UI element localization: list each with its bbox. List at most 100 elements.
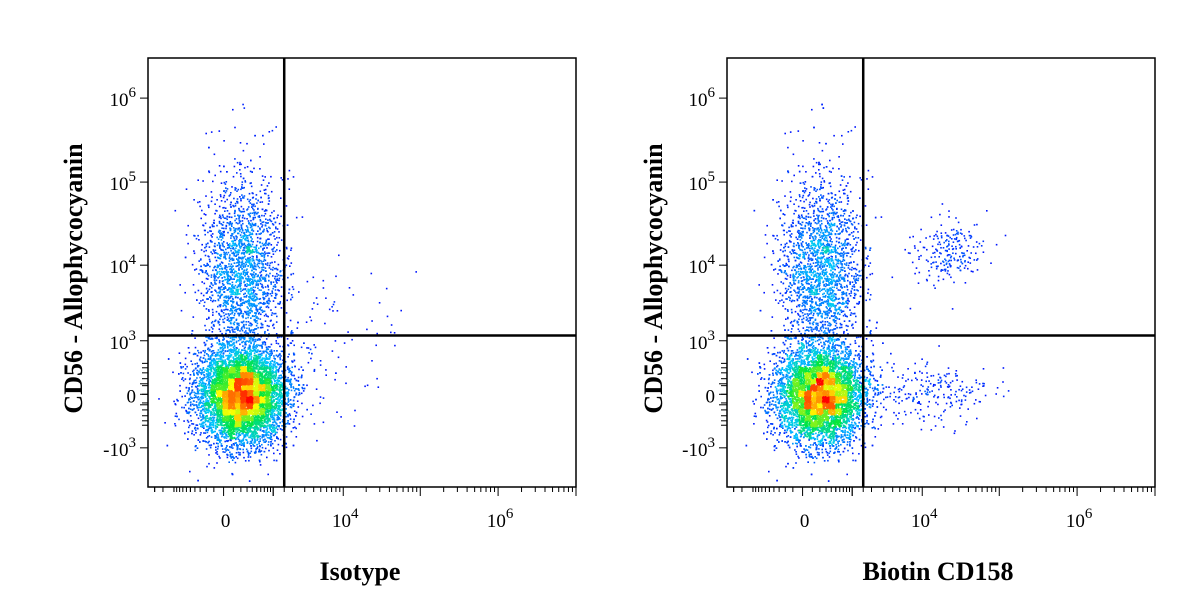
event-dot [235, 289, 238, 292]
event-dot [255, 268, 257, 271]
event-dot [371, 320, 373, 322]
event-dot [215, 405, 217, 408]
event-dot [230, 250, 232, 252]
event-dot [261, 201, 264, 203]
event-dot [229, 290, 231, 293]
event-dot [263, 450, 266, 453]
event-dot [251, 260, 254, 262]
event-dot [204, 254, 207, 257]
event-dot [312, 276, 315, 279]
event-dot [266, 436, 269, 439]
event-dot [248, 298, 250, 301]
event-dot [261, 269, 263, 271]
event-dot [270, 411, 273, 414]
event-dot [221, 242, 224, 245]
event-dot [224, 448, 226, 450]
event-dot [210, 299, 212, 302]
event-dot [248, 480, 251, 482]
event-dot [200, 409, 202, 412]
event-dot [252, 230, 255, 232]
event-dot [291, 361, 294, 363]
event-dot [370, 272, 373, 275]
event-dot [227, 303, 229, 305]
event-dot [208, 410, 211, 412]
event-dot [276, 272, 278, 275]
event-dot [247, 314, 250, 316]
event-dot [245, 340, 247, 343]
event-dot [210, 367, 213, 369]
event-dot [265, 275, 267, 277]
event-dot [235, 328, 237, 330]
event-dot [239, 256, 241, 259]
event-dot [250, 447, 253, 450]
event-dot [295, 393, 297, 396]
event-dot [189, 415, 192, 417]
event-dot [226, 222, 229, 224]
event-dot [272, 300, 275, 302]
event-dot [385, 287, 388, 290]
event-dot [274, 277, 276, 280]
event-dot [300, 392, 303, 395]
event-dot [223, 190, 226, 192]
event-dot [274, 440, 276, 442]
event-dot [234, 331, 236, 333]
event-dot [245, 245, 248, 248]
event-dot [271, 269, 274, 271]
event-dot [251, 255, 254, 258]
event-dot [265, 364, 267, 367]
event-dot [243, 271, 245, 274]
event-dot [298, 393, 301, 396]
event-dot [230, 235, 233, 237]
event-dot [332, 303, 335, 306]
event-dot [220, 200, 223, 202]
event-dot [244, 288, 247, 291]
event-dot [233, 278, 235, 280]
event-dot [209, 265, 211, 268]
event-dot [205, 390, 208, 392]
event-dot [222, 356, 225, 359]
event-dot [260, 453, 263, 456]
event-dot [214, 242, 216, 245]
event-dot [280, 403, 283, 406]
event-dot [208, 246, 211, 248]
event-dot [229, 446, 231, 448]
event-dot [216, 342, 218, 344]
event-dot [270, 441, 272, 443]
event-dot [208, 171, 211, 174]
event-dot [200, 392, 202, 395]
event-dot [231, 290, 233, 292]
event-dot [220, 233, 223, 236]
event-dot [215, 354, 217, 356]
event-dot [242, 266, 245, 269]
event-dot [215, 428, 217, 430]
event-dot [274, 289, 277, 291]
event-dot [244, 292, 246, 295]
event-dot [204, 360, 207, 362]
event-dot [261, 283, 263, 286]
event-dot [274, 292, 277, 295]
event-dot [216, 354, 219, 357]
event-dot [264, 224, 267, 227]
event-dot [263, 361, 266, 363]
event-dot [224, 346, 226, 349]
event-dot [272, 429, 275, 431]
event-dot [302, 369, 304, 371]
event-dot [251, 258, 253, 260]
event-dot [252, 207, 254, 210]
event-dot [266, 427, 269, 429]
event-dot [211, 432, 213, 434]
event-dot [207, 348, 209, 351]
event-dot [265, 440, 267, 442]
event-dot [243, 256, 245, 259]
event-dot [252, 223, 255, 226]
event-dot [208, 435, 211, 437]
event-dot [271, 415, 274, 417]
event-dot [244, 337, 246, 339]
event-dot [244, 244, 247, 247]
event-dot [184, 395, 186, 397]
event-dot [287, 423, 289, 425]
event-dot [251, 243, 254, 246]
event-dot [206, 291, 208, 294]
event-dot [224, 344, 226, 346]
event-dot [206, 373, 209, 376]
